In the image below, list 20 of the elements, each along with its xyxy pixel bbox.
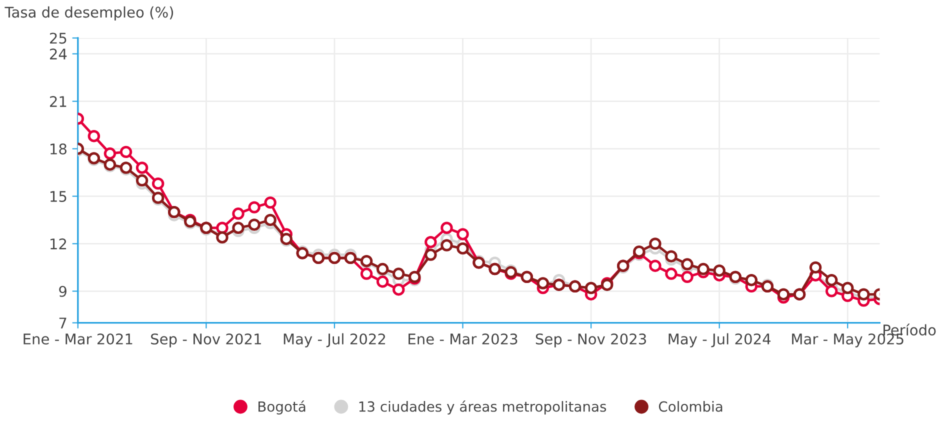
y-tick-label: 21 [50,96,66,107]
legend-label: Colombia [658,401,722,412]
legend-label: 13 ciudades y áreas metropolitanas [359,400,606,414]
x-tick-label: Sep - Nov 2023 [536,333,646,348]
x-tick-label: Sep - Nov 2021 [151,333,261,348]
y-tick-label: 18 [50,143,66,155]
x-axis-title: Período [884,324,936,336]
x-tick-label: Ene - Mar 2021 [24,333,132,345]
x-tick-label: Ene - Mar 2023 [408,333,518,345]
y-tick-label: 9 [59,286,66,297]
y-tick-label: 12 [50,238,66,250]
x-tick-label: May - Jul 2022 [284,333,386,348]
x-tick-label: May - Jul 2024 [668,333,771,348]
y-axis-title: Tasa de desempleo (%) [4,6,174,21]
y-tick-label: 15 [50,191,66,202]
x-tick-label: Mar - May 2025 [792,333,904,348]
y-tick-label: 25 [50,32,66,44]
legend-label: Bogotá [258,400,306,414]
y-tick-label: 7 [59,318,66,328]
y-tick-label: 24 [50,48,67,60]
